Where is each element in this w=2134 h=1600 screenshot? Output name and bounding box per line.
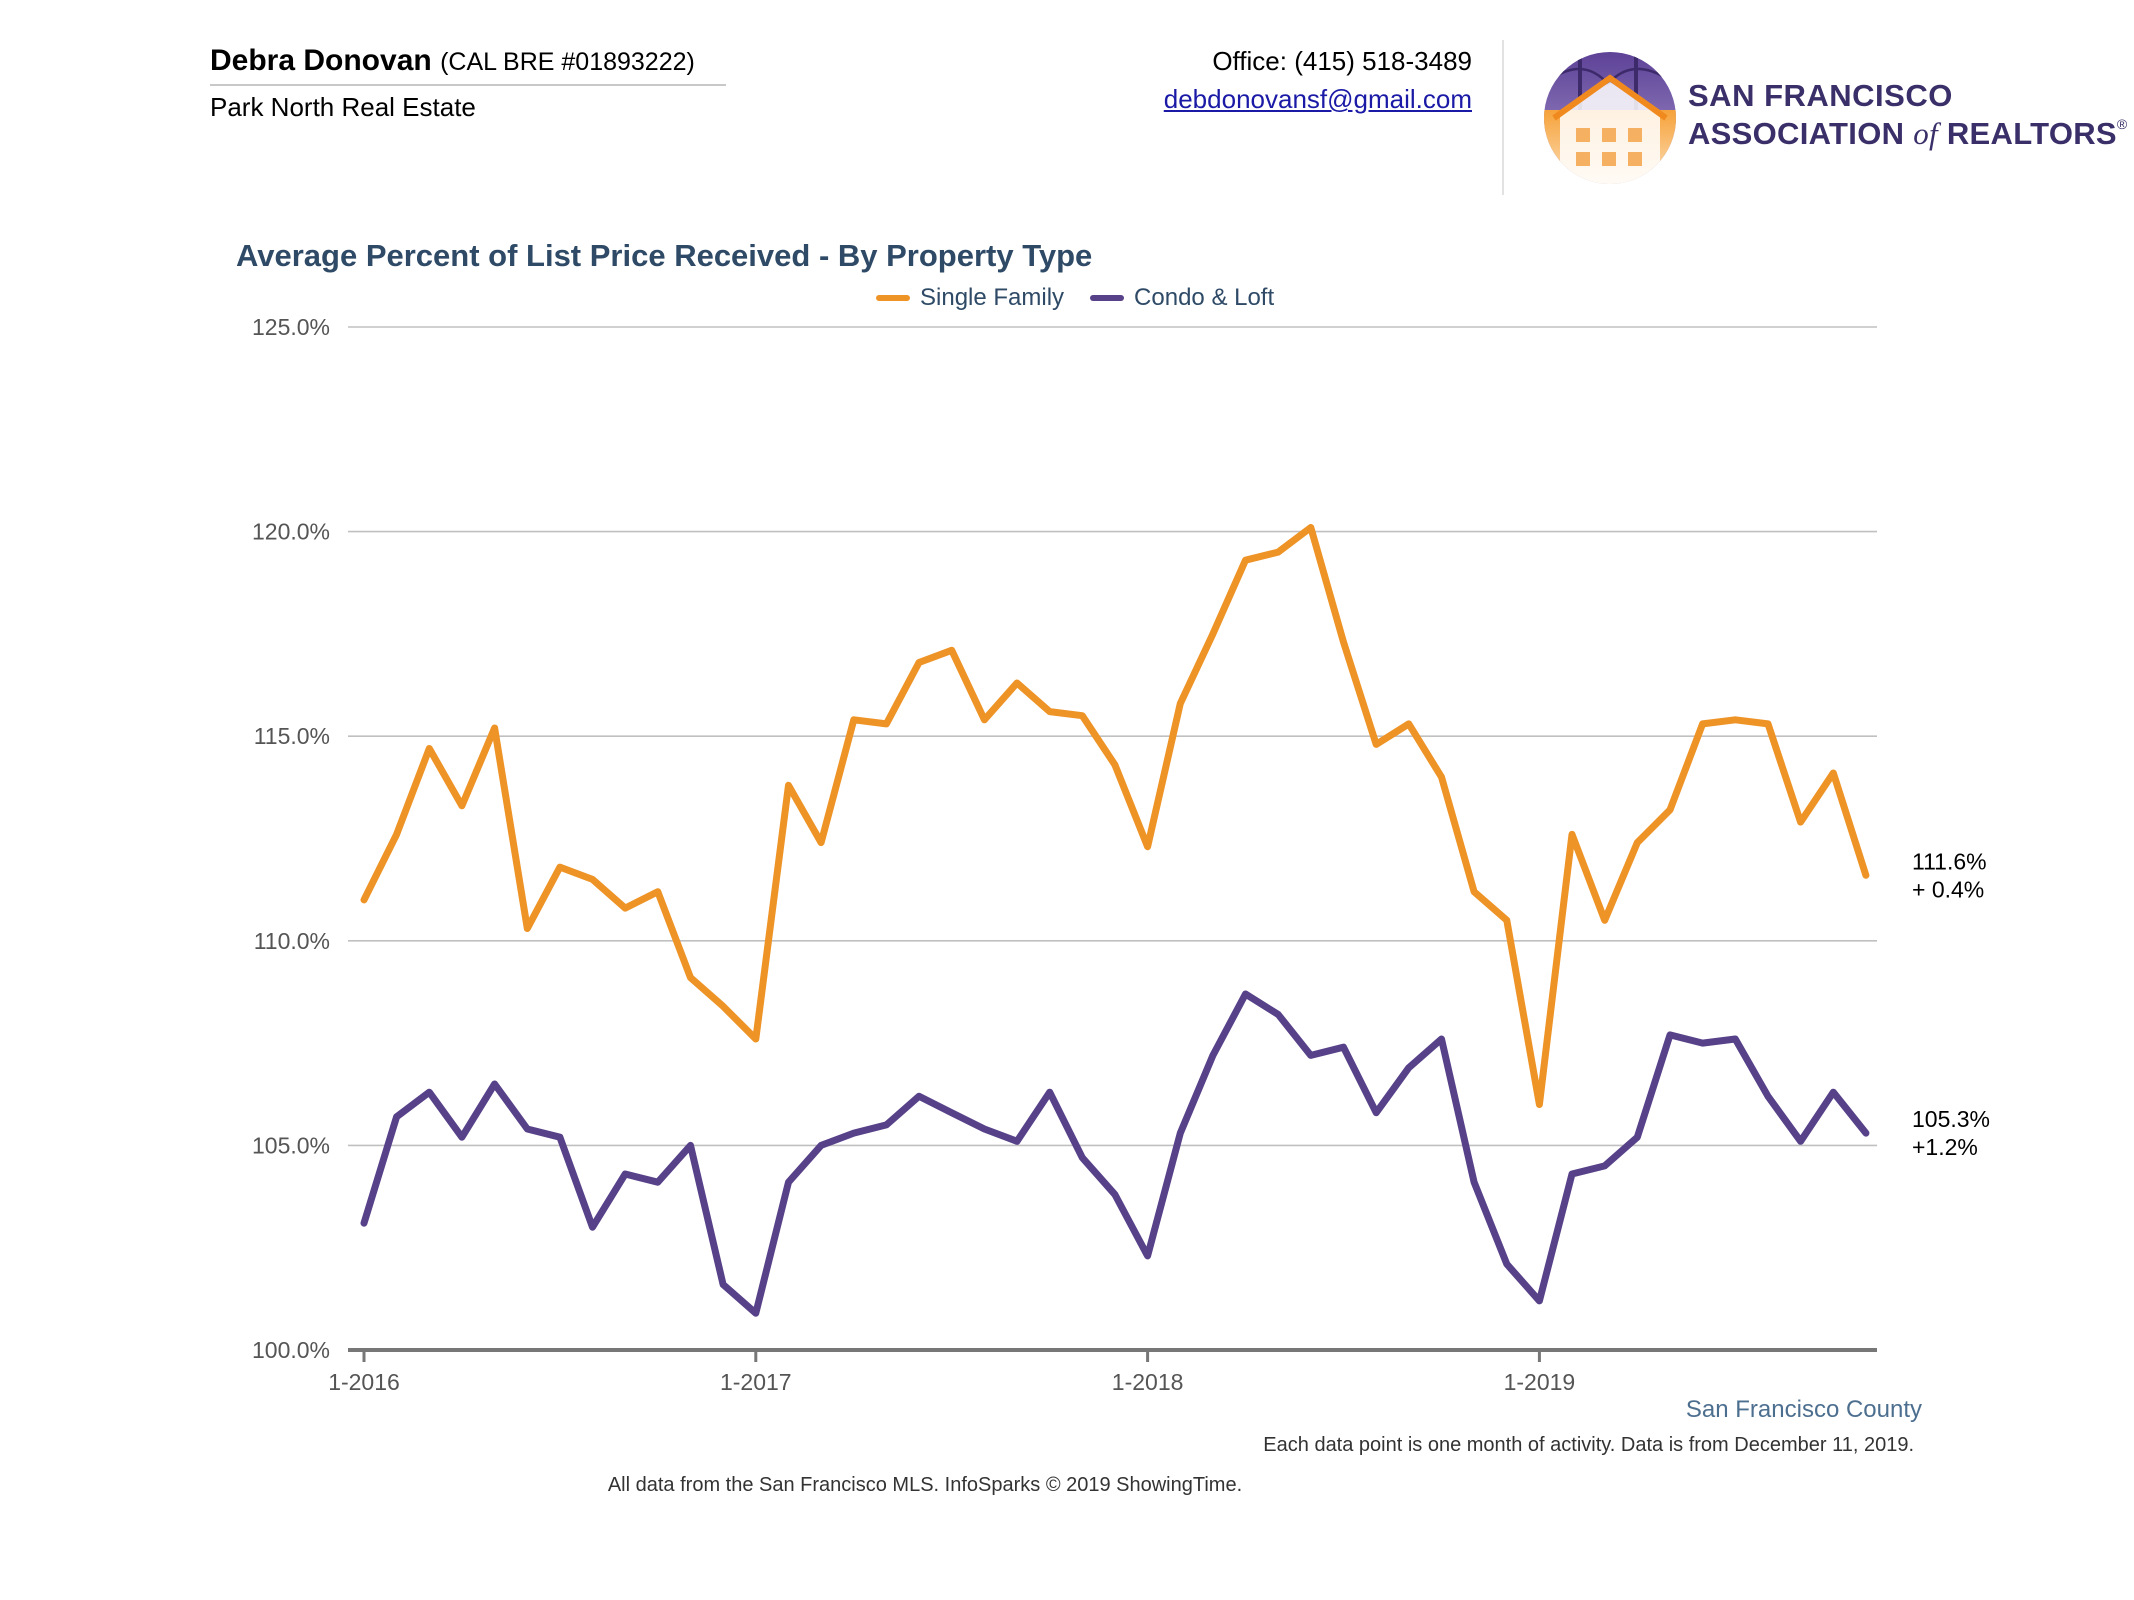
series-line-single-family xyxy=(360,524,1870,1108)
office-phone: Office: (415) 518-3489 xyxy=(1212,46,1472,76)
legend-label-condo-loft: Condo & Loft xyxy=(1134,284,1275,311)
end-value-condo-loft: 105.3% xyxy=(1912,1106,1990,1132)
agent-company: Park North Real Estate xyxy=(210,92,476,122)
y-tick-label: 100.0% xyxy=(252,1337,330,1363)
legend-label-single-family: Single Family xyxy=(920,284,1065,311)
end-change-single-family: + 0.4% xyxy=(1912,876,1984,902)
series-line-condo-loft xyxy=(360,990,1870,1317)
chart-title: Average Percent of List Price Received -… xyxy=(236,238,1093,273)
registered-mark: ® xyxy=(2116,116,2128,132)
agent-name-text: Debra Donovan xyxy=(210,44,432,77)
association-name-line1: SAN FRANCISCO xyxy=(1688,78,1953,113)
association-logo xyxy=(1540,48,1680,188)
legend-item-condo-loft: Condo & Loft xyxy=(1090,284,1274,312)
end-change-condo-loft: +1.2% xyxy=(1912,1134,1978,1160)
y-tick-label: 125.0% xyxy=(252,314,330,340)
agent-divider xyxy=(210,84,726,86)
agent-name: Debra Donovan (CAL BRE #01893222) xyxy=(210,44,695,78)
header-divider xyxy=(1502,40,1504,195)
y-tick-label: 105.0% xyxy=(252,1132,330,1158)
association-realtors: REALTORS xyxy=(1946,116,2117,151)
chart-legend: Single Family Condo & Loft xyxy=(876,284,1300,312)
legend-item-single-family: Single Family xyxy=(876,284,1064,312)
association-of: of xyxy=(1913,116,1938,151)
x-tick-label: 1-2017 xyxy=(720,1369,792,1395)
x-axis: 1-2016 1-2017 1-2018 1-2019 xyxy=(328,1348,1877,1395)
grid-lines xyxy=(348,326,1877,1147)
x-tick-label: 1-2016 xyxy=(328,1369,400,1395)
x-tick-label: 1-2019 xyxy=(1504,1369,1576,1395)
y-tick-label: 110.0% xyxy=(254,928,330,954)
source-note: All data from the San Francisco MLS. Inf… xyxy=(607,1474,1243,1496)
association-name-line2: ASSOCIATION of REALTORS® xyxy=(1688,116,2128,152)
x-tick-label: 1-2018 xyxy=(1112,1369,1184,1395)
agent-license: (CAL BRE #01893222) xyxy=(440,48,695,76)
association-word: ASSOCIATION xyxy=(1688,116,1905,151)
county-label: San Francisco County xyxy=(1685,1396,1922,1423)
legend-swatch-single-family xyxy=(876,295,910,301)
legend-swatch-condo-loft xyxy=(1090,295,1125,301)
y-axis-ticks: 100.0% 105.0% 110.0% 115.0% 120.0% 125.0% xyxy=(252,314,330,1363)
y-tick-label: 115.0% xyxy=(254,723,330,749)
end-labels: 111.6%+ 0.4% 105.3%+1.2% xyxy=(1912,848,1990,1160)
y-tick-label: 120.0% xyxy=(252,519,330,545)
email-link[interactable]: debdonovansf@gmail.com xyxy=(1163,84,1472,114)
golden-gate-house-logo-icon xyxy=(1544,52,1676,184)
data-note: Each data point is one month of activity… xyxy=(1263,1434,1914,1456)
end-value-single-family: 111.6% xyxy=(1912,848,1987,874)
series-lines xyxy=(360,524,1870,1317)
